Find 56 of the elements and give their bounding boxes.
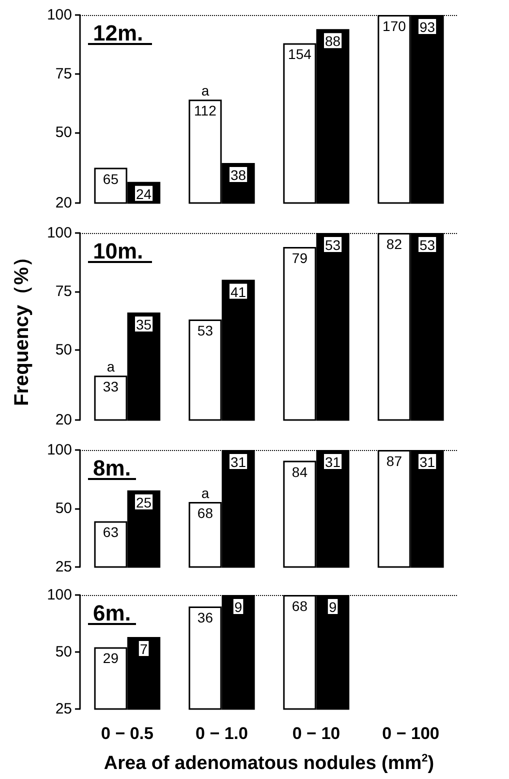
annotation: 9 xyxy=(234,599,242,615)
annotation: 31 xyxy=(230,454,246,470)
annotation: 25 xyxy=(136,494,152,510)
y-tick-label: 50 xyxy=(55,500,72,517)
annotation: a xyxy=(201,82,210,99)
x-tick-label: 0 − 0.5 xyxy=(101,724,154,743)
annotation: 154 xyxy=(288,46,312,62)
annotation: 87 xyxy=(386,453,402,469)
x-tick-label: 0 − 10 xyxy=(292,724,340,743)
annotation: 82 xyxy=(386,236,402,252)
chart-title: 12m. xyxy=(93,20,144,46)
annotation: a xyxy=(201,485,210,502)
annotation: 29 xyxy=(102,650,119,666)
annotation: 35 xyxy=(136,316,152,332)
annotation: 41 xyxy=(230,284,246,300)
y-tick-label: 75 xyxy=(55,65,72,82)
y-tick-label: 100 xyxy=(46,586,72,604)
y-tick-label: 50 xyxy=(55,644,72,660)
annotation: 65 xyxy=(102,170,119,187)
annotation: 68 xyxy=(197,505,214,522)
y-tick-label: 100 xyxy=(46,442,72,458)
x-tick-label: 0 − 100 xyxy=(382,724,440,743)
annotation: 7 xyxy=(140,641,148,658)
annotation: 53 xyxy=(325,237,341,253)
annotation: 53 xyxy=(197,322,214,338)
annotation: a xyxy=(106,358,115,375)
chart-title: 6m. xyxy=(93,600,131,626)
y-tick-label: 25 xyxy=(55,558,72,576)
annotation: 38 xyxy=(230,167,246,184)
annotation: 31 xyxy=(325,454,341,470)
annotation: 63 xyxy=(102,524,119,540)
y-tick-label: 100 xyxy=(46,6,72,24)
annotation: 79 xyxy=(292,250,308,266)
y-tick-label: 25 xyxy=(55,700,72,718)
annotation: 88 xyxy=(325,33,341,50)
chart-title: 8m. xyxy=(93,456,131,480)
annotation: 53 xyxy=(420,237,436,253)
y-tick-label: 20 xyxy=(55,412,72,428)
y-tick-label: 75 xyxy=(55,282,72,300)
y-tick-label: 100 xyxy=(46,224,72,242)
annotation: 68 xyxy=(292,598,308,614)
annotation: 93 xyxy=(420,19,436,35)
y-tick-label: 50 xyxy=(55,341,72,358)
chart-title: 10m. xyxy=(93,238,144,264)
y-tick-label: 50 xyxy=(55,124,72,141)
annotation: 84 xyxy=(292,464,308,480)
y-axis-title: Frequency（%） xyxy=(11,247,33,406)
annotation: 36 xyxy=(197,609,214,626)
x-tick-label: 0 − 1.0 xyxy=(196,724,248,743)
annotation: 170 xyxy=(382,18,406,34)
annotation: 33 xyxy=(102,378,119,395)
annotation: 24 xyxy=(136,186,152,202)
annotation: 31 xyxy=(420,454,436,470)
annotation: 112 xyxy=(194,102,217,119)
y-tick-label: 20 xyxy=(55,194,72,212)
annotation: 9 xyxy=(328,599,337,615)
